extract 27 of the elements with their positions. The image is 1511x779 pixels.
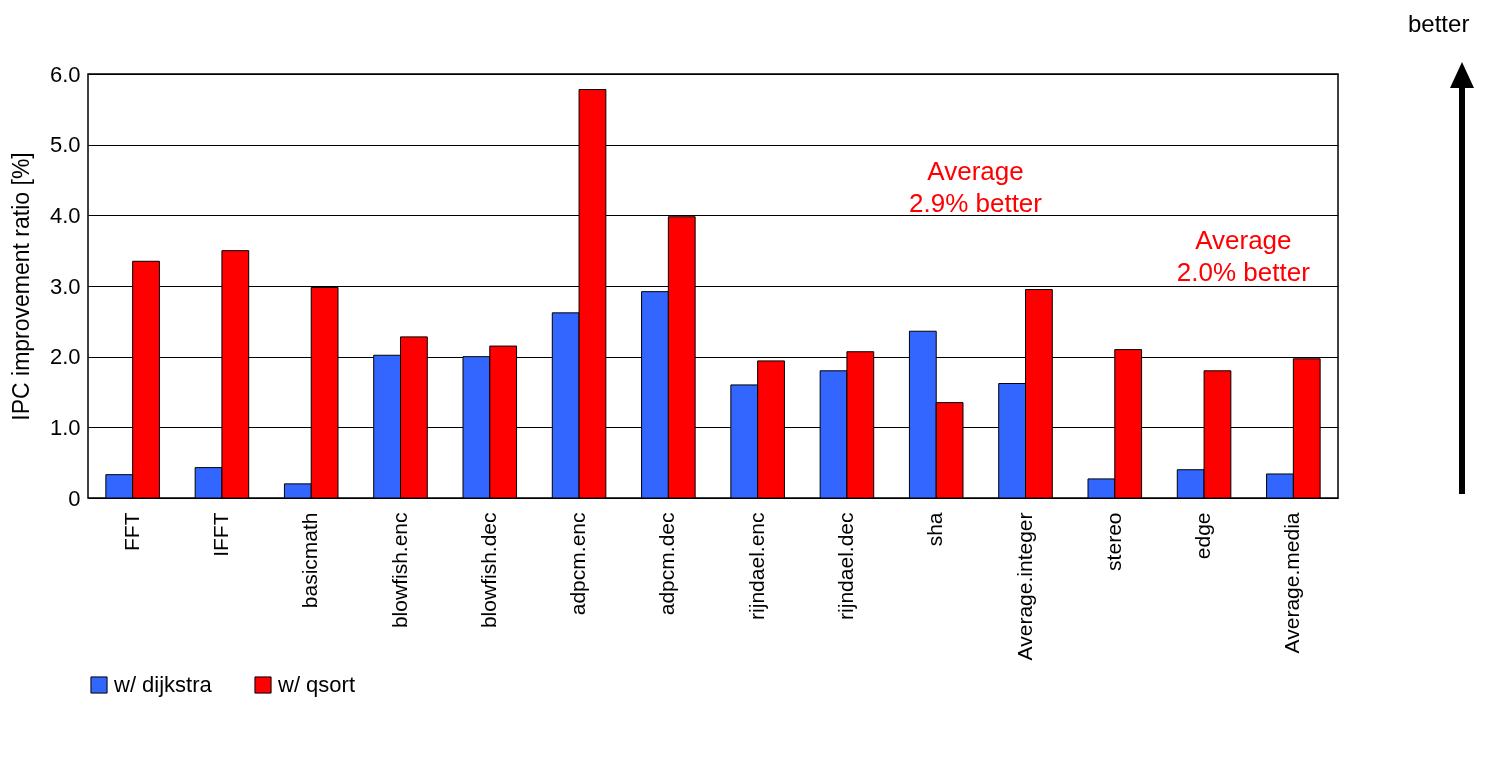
x-tick-label: rijndael.enc xyxy=(744,512,768,620)
y-tick-label: 1.0 xyxy=(49,414,81,440)
y-tick-label: 2.0 xyxy=(49,344,81,370)
y-tick-label: 4.0 xyxy=(49,202,81,228)
x-tick-label: FFT xyxy=(119,512,143,551)
y-tick-label: 0 xyxy=(68,485,81,511)
x-tick-label: stereo xyxy=(1101,512,1125,571)
x-tick-label: adpcm.enc xyxy=(566,512,590,616)
x-tick-label: blowfish.dec xyxy=(476,512,500,629)
legend-label: w/ dijkstra xyxy=(113,672,213,697)
x-tick-label: Average.media xyxy=(1280,512,1304,654)
x-tick-label: basicmath xyxy=(298,512,322,609)
x-tick-label: adpcm.dec xyxy=(655,512,679,616)
x-tick-label: sha xyxy=(923,512,947,547)
y-axis-title: IPC improvement ratio [%] xyxy=(7,152,34,421)
x-tick-label: blowfish.enc xyxy=(387,512,411,629)
x-tick-label: IFFT xyxy=(208,512,232,557)
legend-label: w/ qsort xyxy=(277,672,356,697)
y-tick-label: 3.0 xyxy=(49,273,81,299)
x-tick-label: Average.integer xyxy=(1012,512,1036,661)
y-tick-label: 5.0 xyxy=(49,132,81,158)
annotation: Average 2.0% better xyxy=(1176,224,1311,287)
x-tick-label: rijndael.dec xyxy=(833,512,857,620)
x-tick-label: edge xyxy=(1191,512,1215,560)
y-tick-label: 6.0 xyxy=(49,61,81,87)
text: better xyxy=(1408,10,1470,38)
annotation: Average 2.9% better xyxy=(909,155,1043,218)
